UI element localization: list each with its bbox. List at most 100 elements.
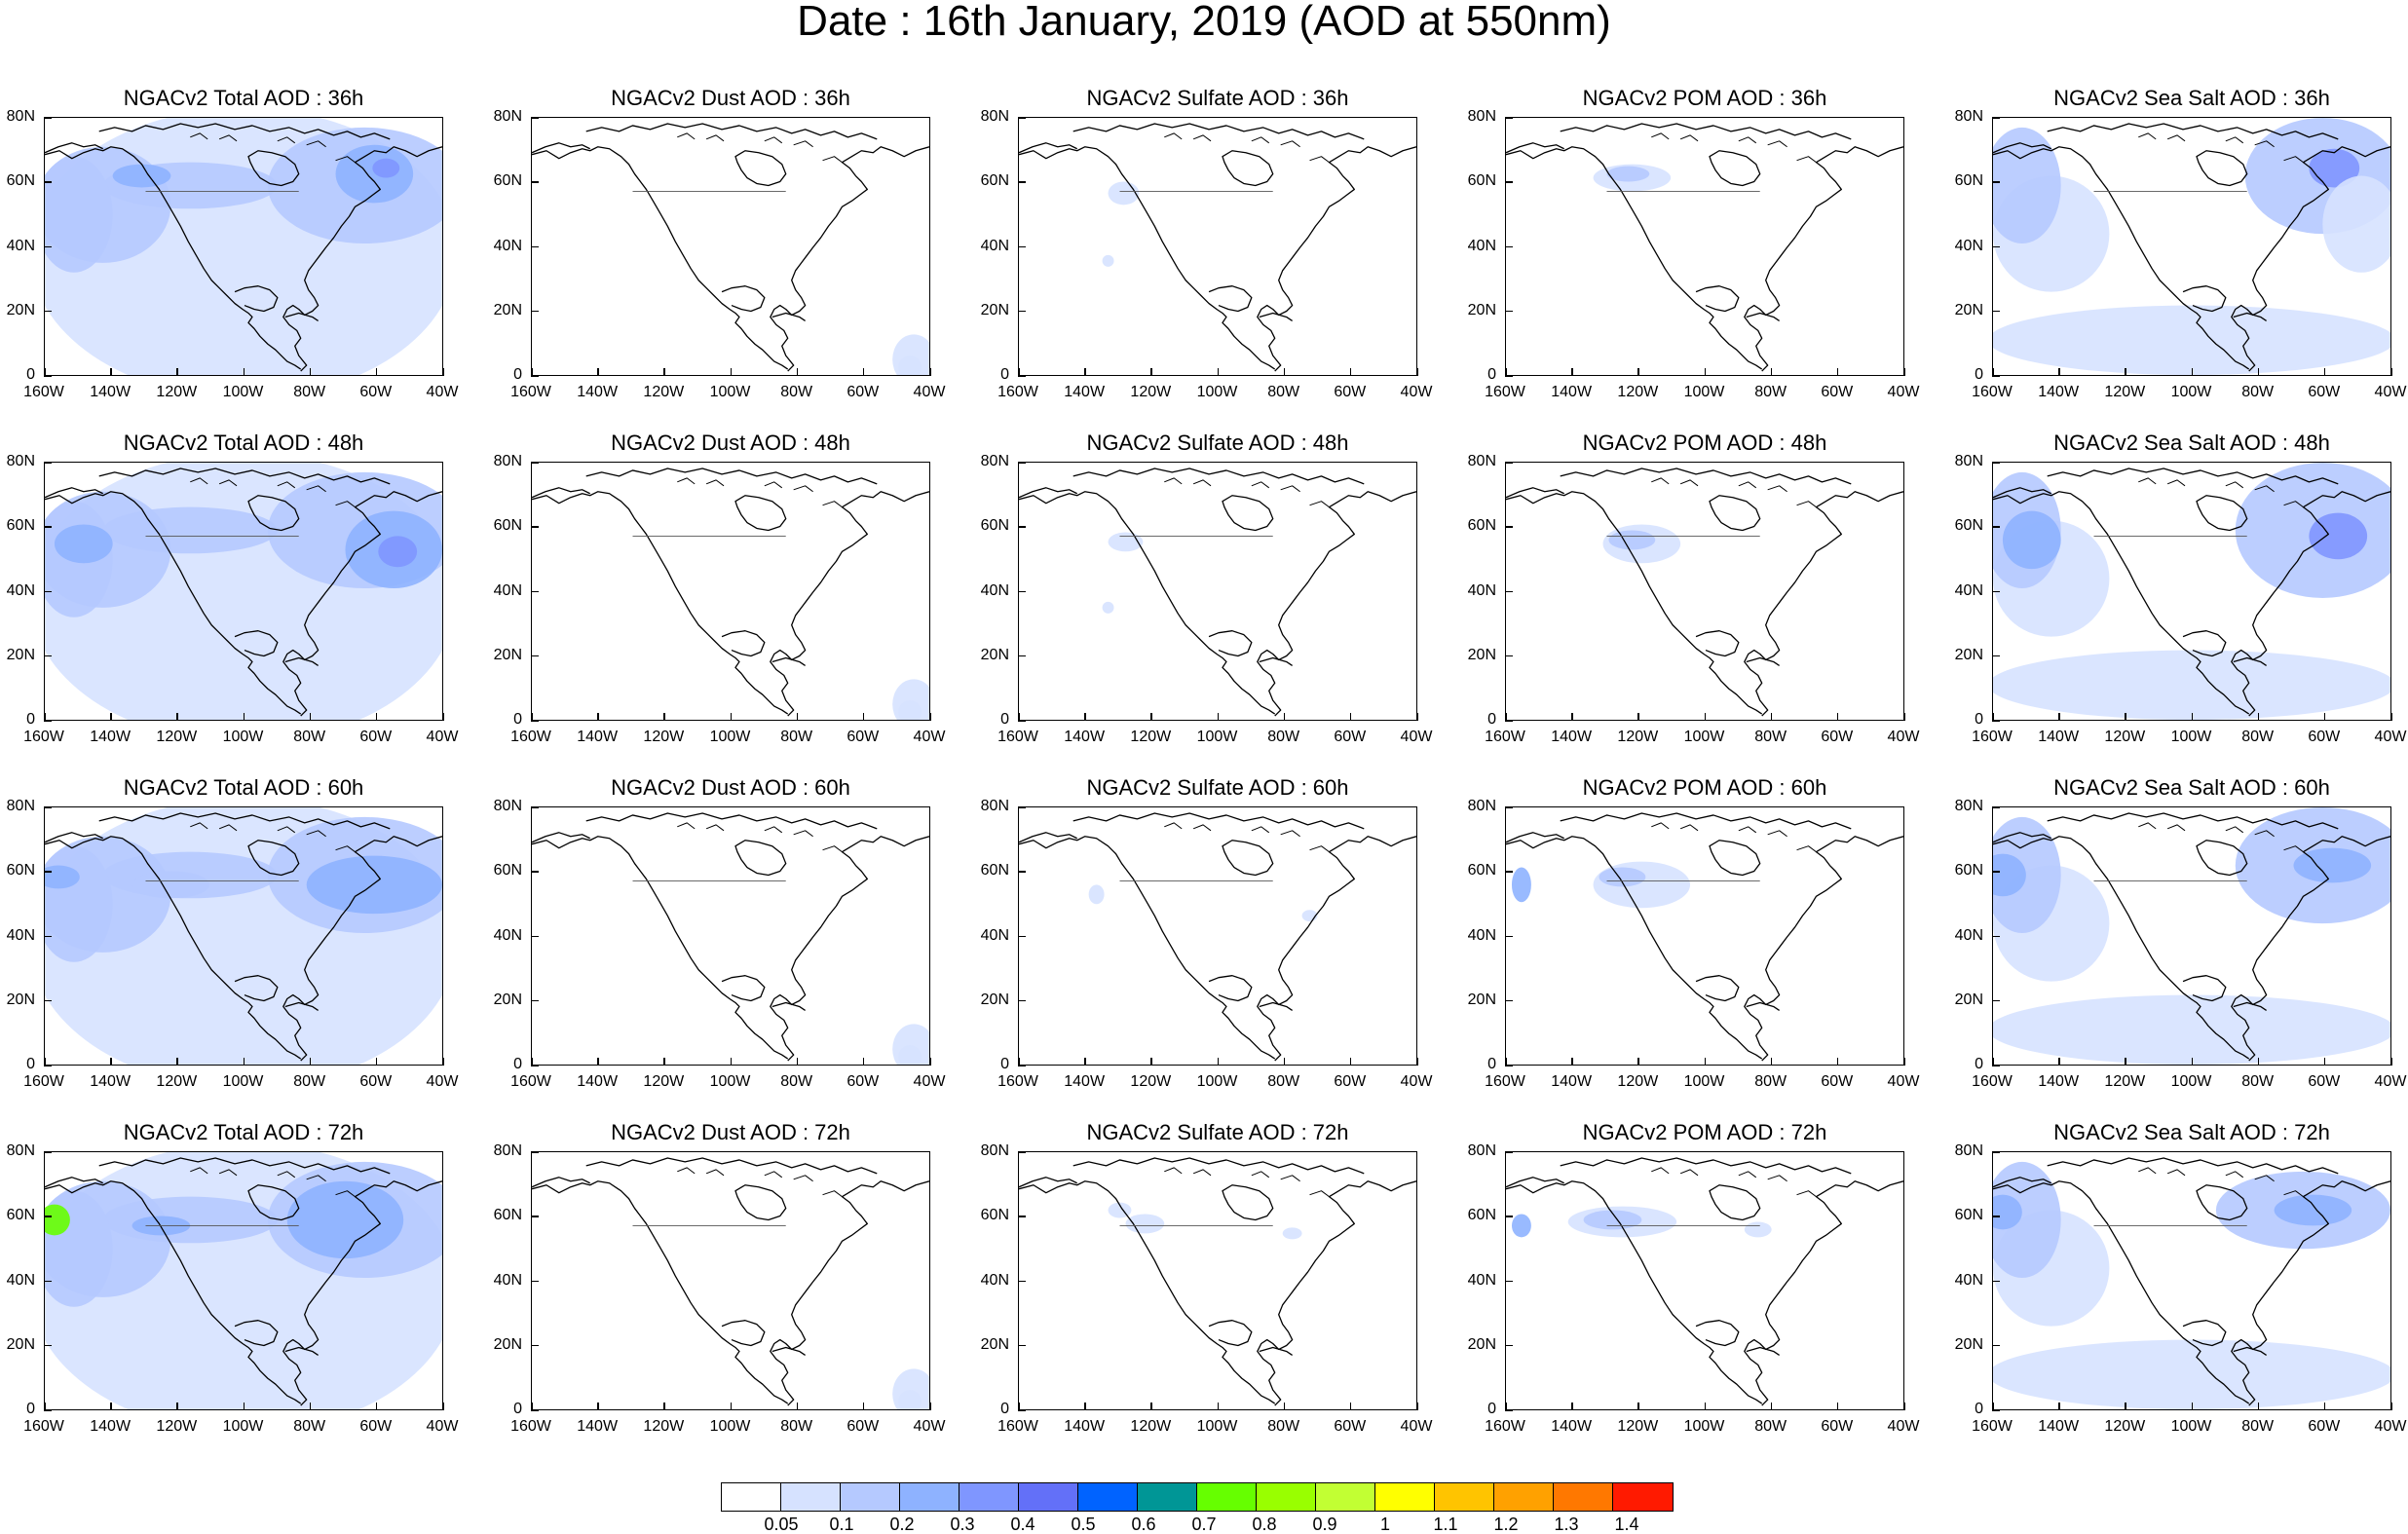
y-tick	[1505, 590, 1513, 592]
y-tick	[1992, 181, 2000, 183]
x-tick-label: 60W	[359, 1073, 393, 1090]
y-tick-label: 20N	[1954, 646, 1983, 663]
island	[1767, 485, 1787, 493]
coastline	[1709, 840, 1761, 877]
coastline	[2047, 812, 2339, 830]
colorbar-label: 0.9	[1312, 1515, 1337, 1534]
x-tick	[309, 1403, 312, 1410]
island	[764, 826, 783, 834]
colorbar-swatch	[900, 1483, 959, 1511]
y-tick-label: 20N	[1954, 301, 1983, 318]
y-tick	[1018, 720, 1026, 722]
y-tick	[1992, 462, 2000, 464]
x-tick-label: 40W	[1887, 384, 1920, 400]
x-tick	[1637, 1058, 1639, 1066]
x-tick-label: 140W	[577, 1418, 619, 1435]
island	[306, 1175, 326, 1182]
colorbar-label: 1.2	[1493, 1515, 1519, 1534]
map-panel-sulfate: NGACv2 Sulfate AOD : 48h 80N 60N 40N 20N 0 160…	[974, 430, 1433, 752]
island	[793, 140, 813, 148]
colorbar-swatch	[1316, 1483, 1375, 1511]
x-tick-label: 160W	[23, 729, 64, 745]
y-tick-label: 80N	[1954, 798, 1983, 814]
x-tick-label: 100W	[2170, 729, 2212, 745]
x-tick	[375, 368, 378, 376]
y-tick	[44, 1151, 52, 1153]
coastline	[1506, 146, 1763, 370]
x-tick	[2257, 368, 2260, 376]
x-tick	[442, 1403, 444, 1410]
aod-field	[2274, 1194, 2352, 1226]
x-tick	[2257, 1403, 2260, 1410]
coastline	[734, 840, 787, 877]
coastline	[585, 123, 878, 140]
coastline	[721, 630, 766, 657]
x-tick	[929, 1058, 931, 1066]
x-tick-label: 120W	[1130, 384, 1172, 400]
island	[1738, 826, 1757, 834]
coastline	[2231, 146, 2390, 372]
x-tick	[1283, 713, 1286, 721]
y-tick-label: 40N	[1954, 237, 1983, 254]
island	[335, 1190, 356, 1198]
island	[218, 1169, 238, 1177]
y-tick-label: 80N	[493, 108, 522, 125]
x-tick-label: 120W	[2104, 1418, 2146, 1435]
coastline	[98, 468, 391, 485]
colorbar-swatch	[1197, 1483, 1257, 1511]
x-tick-label: 60W	[1821, 384, 1854, 400]
y-tick-label: 0	[1975, 366, 1983, 383]
island	[705, 479, 725, 487]
coastline	[1208, 975, 1253, 1002]
x-tick	[929, 368, 931, 376]
aod-field	[335, 144, 414, 204]
x-tick-label: 140W	[1551, 1073, 1593, 1090]
island	[2254, 485, 2275, 493]
x-tick	[1903, 368, 1905, 376]
island	[1280, 140, 1300, 148]
coastline	[1744, 146, 1903, 372]
island	[335, 156, 356, 164]
map-plot	[531, 462, 930, 721]
x-tick-label: 120W	[1617, 729, 1659, 745]
x-tick-label: 40W	[426, 1418, 459, 1435]
aod-field	[1282, 1227, 1302, 1240]
coastline	[532, 142, 590, 154]
x-tick-label: 120W	[1130, 729, 1172, 745]
y-tick	[1018, 1280, 1026, 1282]
x-tick-label: 60W	[1334, 729, 1367, 745]
island	[1796, 501, 1817, 508]
colorbar-swatch	[1494, 1483, 1554, 1511]
coastline	[1560, 1157, 1852, 1175]
y-tick	[44, 1280, 52, 1282]
x-tick-label: 160W	[1485, 1418, 1525, 1435]
x-tick	[597, 1058, 599, 1066]
y-tick-label: 0	[1487, 1401, 1496, 1417]
y-tick-label: 0	[1975, 1056, 1983, 1072]
y-tick	[44, 245, 52, 247]
coastline	[1993, 487, 2051, 499]
x-tick	[1903, 1403, 1905, 1410]
aod-field	[1993, 1161, 2061, 1279]
coastline	[1993, 836, 2250, 1060]
colorbar-swatch	[1613, 1483, 1673, 1511]
map-panel-pom: NGACv2 POM AOD : 48h 80N 60N 40N 20N 0 160W 140…	[1461, 430, 1920, 752]
x-tick-label: 100W	[1196, 1073, 1238, 1090]
island	[1309, 845, 1330, 853]
y-tick	[1018, 245, 1026, 247]
x-tick	[375, 1058, 378, 1066]
coastline	[1744, 491, 1903, 717]
x-tick-label: 140W	[2038, 729, 2080, 745]
panel-title: NGACv2 Dust AOD : 72h	[611, 1120, 850, 1144]
coastline	[1506, 142, 1564, 154]
x-tick	[1505, 1058, 1507, 1066]
x-tick	[1150, 368, 1152, 376]
x-tick	[309, 713, 312, 721]
aod-field	[1608, 530, 1656, 550]
x-tick	[1992, 368, 1994, 376]
aod-field	[1993, 994, 2390, 1065]
coastline	[734, 495, 787, 532]
y-tick	[44, 1065, 52, 1066]
island	[1679, 479, 1699, 487]
coastline	[234, 630, 279, 657]
